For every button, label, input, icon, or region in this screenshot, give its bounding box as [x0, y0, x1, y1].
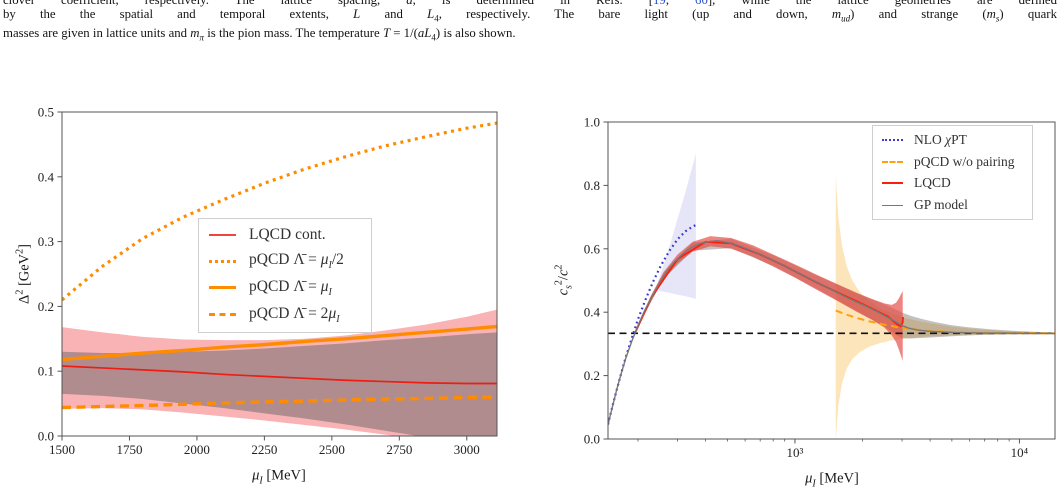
pqcd-lambda-2mu-line — [62, 395, 497, 410]
y-tick-label: 0.6 — [584, 241, 601, 256]
legend-line-sample — [882, 138, 903, 141]
citation-link[interactable]: 60 — [695, 0, 708, 7]
x-tick-label: 2750 — [386, 442, 412, 457]
y-tick-label: 0.4 — [584, 305, 601, 320]
plot-frame — [61, 111, 498, 437]
x-tick-label: 2250 — [251, 442, 277, 457]
legend-label: pQCD Λ̄ = 2μI — [249, 304, 340, 325]
legend-label: LQCD — [914, 175, 951, 191]
y-tick-label: 0.0 — [38, 429, 54, 444]
legend-label: pQCD Λ̄ = μI/2 — [249, 251, 344, 272]
lqcd-inner-uncertainty — [62, 332, 497, 436]
pairing-gap-plot-canvas: 1500 1750 2000 2250 2500 2750 3000 0.0 0.1 0.2 0.3… — [38, 105, 498, 457]
y-tick-label: 0.2 — [584, 368, 600, 383]
caption-line-1: clover coefficient, respectively. The la… — [3, 0, 1057, 7]
legend-item: pQCD Λ̄ = μI/2 — [209, 251, 361, 271]
legend-line-sample — [882, 160, 903, 163]
legend-line-sample — [882, 204, 903, 206]
pairing-gap-legend: LQCD cont. pQCD Λ̄ = μI/2 pQCD Λ̄ = μI pQCD… — [198, 218, 372, 333]
legend-line-sample — [209, 259, 236, 263]
pairing-gap-plot: 1500 1750 2000 2250 2500 2750 3000 0.0 0.1 0.2 0.3… — [0, 60, 530, 499]
x-tick-label: 2500 — [319, 442, 345, 457]
sound-speed-yaxis-label: cs2/c2 — [553, 264, 575, 296]
x-tick-label: 2000 — [184, 442, 210, 457]
y-tick-label: 0.1 — [38, 364, 54, 379]
gp-model-line — [608, 240, 1055, 428]
y-tick-label: 0.8 — [584, 178, 600, 193]
y-tick-label: 1.0 — [584, 115, 600, 130]
legend-item: NLO χPT — [882, 132, 1023, 148]
x-tick-label: 1500 — [49, 442, 75, 457]
citation-link[interactable]: 19 — [653, 0, 666, 7]
legend-item: GP model — [882, 197, 1023, 213]
pairing-gap-xaxis-label: μI [MeV] — [252, 467, 306, 487]
x-tick-label: 1750 — [116, 442, 142, 457]
y-tick-label: 0.4 — [38, 169, 55, 184]
sound-speed-xaxis-label: μI [MeV] — [805, 470, 859, 490]
legend-label: pQCD w/o pairing — [914, 153, 1015, 169]
y-tick-label: 0.5 — [38, 105, 54, 120]
caption-line-2: by the the spatial and temporal extents,… — [3, 7, 1057, 24]
legend-item: LQCD cont. — [209, 226, 361, 244]
x-tick-label: 3000 — [454, 442, 480, 457]
lqcd-continuum-line — [62, 365, 497, 385]
legend-label: GP model — [914, 197, 968, 213]
legend-line-sample — [209, 313, 236, 317]
pairing-gap-yaxis-label: Δ2 [GeV2] — [14, 243, 33, 305]
legend-label: NLO χPT — [914, 131, 967, 147]
legend-line-sample — [209, 286, 236, 290]
x-tick-label: 10³ — [786, 445, 803, 460]
y-tick-label: 0.3 — [38, 234, 54, 249]
nlo-chipt-uncertainty — [658, 153, 696, 299]
sound-speed-plot-canvas: 10³ 10⁴ 0.0 0.2 0.4 0.6 0.8 1.0 — [584, 115, 1056, 460]
legend-label: LQCD cont. — [249, 226, 326, 244]
caption-line-3: masses are given in lattice units and mπ… — [3, 25, 516, 43]
plot-frame — [607, 121, 1056, 440]
legend-item: pQCD w/o pairing — [882, 154, 1023, 170]
caption-paragraph: clover coefficient, respectively. The la… — [3, 0, 1057, 44]
legend-label: pQCD Λ̄ = μI — [249, 277, 332, 298]
legend-item: pQCD Λ̄ = μI — [209, 278, 361, 298]
pqcd-lambda-mu-line — [62, 324, 497, 362]
sound-speed-plot: 10³ 10⁴ 0.0 0.2 0.4 0.6 0.8 1.0 μI [MeV] cs2/c2… — [530, 60, 1060, 499]
y-tick-label: 0.0 — [584, 432, 600, 447]
x-tick-label: 10⁴ — [1011, 445, 1029, 460]
y-tick-label: 0.2 — [38, 299, 54, 314]
legend-line-sample — [882, 182, 903, 185]
legend-item: LQCD — [882, 175, 1023, 191]
sound-speed-legend: NLO χPT pQCD w/o pairing LQCD GP model — [872, 125, 1033, 220]
legend-line-sample — [209, 234, 236, 237]
legend-item: pQCD Λ̄ = 2μI — [209, 305, 361, 325]
